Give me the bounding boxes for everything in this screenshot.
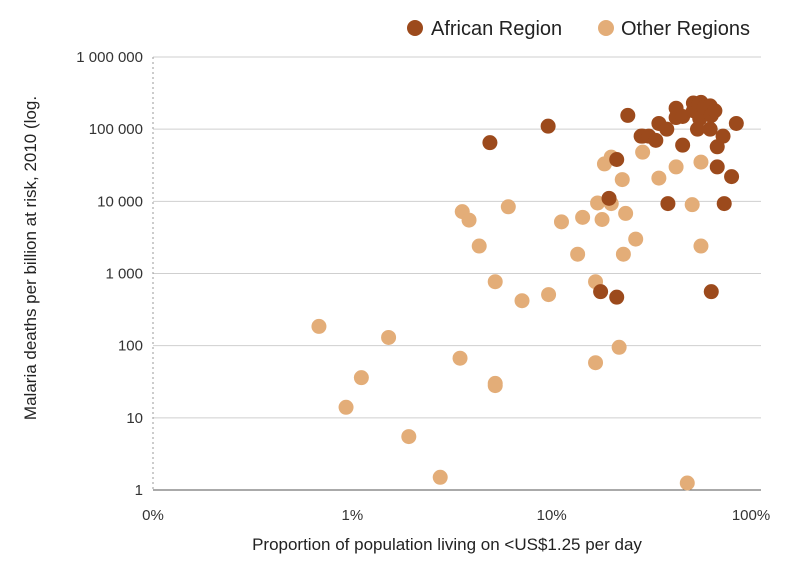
african-region-point <box>715 128 731 144</box>
other-regions-point <box>401 429 417 445</box>
other-regions-point <box>452 350 468 366</box>
x-tick-label: 1% <box>341 507 363 524</box>
other-regions-point <box>575 209 591 225</box>
african-region-point <box>702 121 718 137</box>
legend-marker-other-regions <box>598 20 614 36</box>
other-regions-point <box>338 399 354 415</box>
other-regions-point <box>614 172 630 188</box>
other-regions-point <box>693 154 709 170</box>
other-regions-point <box>594 212 610 228</box>
legend-marker-african-region <box>407 20 423 36</box>
african-region-point <box>620 107 636 123</box>
y-tick-labels: 1 10 100 1 000 10 000 100 000 1 000 000 <box>76 49 143 499</box>
african-region-point <box>703 284 719 300</box>
other-regions-point <box>311 318 327 334</box>
other-regions-point <box>570 246 586 262</box>
x-tick-label: 100% <box>732 507 770 524</box>
y-tick-label: 10 <box>126 410 143 427</box>
y-tick-label: 1 000 000 <box>76 49 143 66</box>
data-points <box>311 94 744 491</box>
other-regions-point <box>353 370 369 386</box>
y-tick-label: 10 000 <box>97 193 143 210</box>
african-region-point <box>648 132 664 148</box>
legend: African Region Other Regions <box>407 18 750 40</box>
y-axis-title: Malaria deaths per billion at risk, 2010… <box>21 96 40 420</box>
other-regions-point <box>553 214 569 230</box>
african-region-point <box>482 135 498 151</box>
african-region-point <box>716 196 732 212</box>
other-regions-point <box>679 475 695 491</box>
other-regions-point <box>588 355 604 371</box>
african-region-point <box>609 151 625 167</box>
other-regions-point <box>541 287 557 303</box>
african-region-point <box>593 284 609 300</box>
african-region-point <box>609 289 625 305</box>
african-region-point <box>675 137 691 153</box>
x-tick-labels: 0% 1% 10% 100% <box>142 507 770 524</box>
other-regions-point <box>651 170 667 186</box>
other-regions-point <box>381 329 397 345</box>
other-regions-point <box>611 339 627 355</box>
african-region-point <box>601 190 617 206</box>
other-regions-point <box>590 195 606 211</box>
x-tick-label: 10% <box>537 507 567 524</box>
other-regions-point <box>432 469 448 485</box>
y-tick-label: 1 000 <box>105 266 143 283</box>
other-regions-point <box>668 159 684 175</box>
other-regions-point <box>684 197 700 213</box>
legend-label-african-region: African Region <box>431 18 562 40</box>
y-tick-label: 1 <box>135 482 143 499</box>
african-region-point <box>659 121 675 137</box>
other-regions-point <box>615 246 631 262</box>
other-regions-point <box>471 238 487 254</box>
other-regions-point <box>628 231 644 247</box>
african-region-point <box>728 115 744 131</box>
x-axis-title: Proportion of population living on <US$1… <box>252 535 642 554</box>
other-regions-point <box>693 238 709 254</box>
x-tick-label: 0% <box>142 507 164 524</box>
other-regions-point <box>487 274 503 290</box>
other-regions-point <box>635 144 651 160</box>
african-region-point <box>707 103 723 119</box>
legend-label-other-regions: Other Regions <box>621 18 750 40</box>
y-tick-label: 100 000 <box>89 121 143 138</box>
african-region-point <box>540 118 556 134</box>
other-regions-point <box>618 205 634 221</box>
african-region-point <box>724 169 740 185</box>
african-region-point <box>709 159 725 175</box>
other-regions-point <box>514 293 530 309</box>
gridlines <box>153 56 761 419</box>
y-tick-label: 100 <box>118 338 143 355</box>
other-regions-point <box>500 199 516 215</box>
other-regions-point <box>487 378 503 394</box>
african-region-point <box>660 196 676 212</box>
other-regions-point <box>461 212 477 228</box>
